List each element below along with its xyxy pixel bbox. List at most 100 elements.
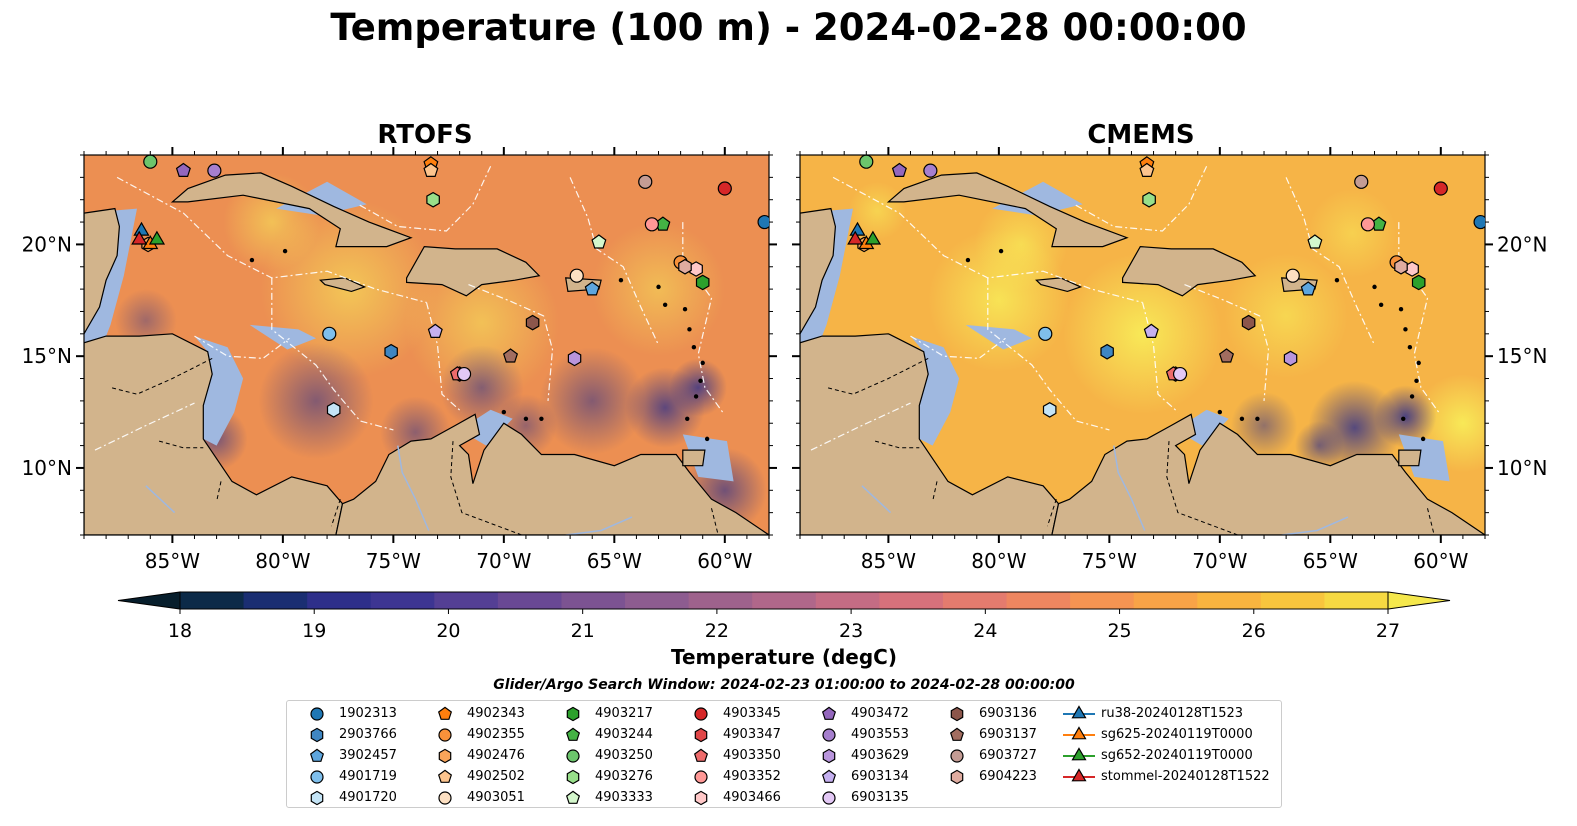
temperature-blob	[669, 358, 728, 417]
river	[861, 485, 892, 514]
x-tick-label: 70°W	[1192, 549, 1247, 573]
legend-marker	[565, 727, 581, 741]
legend-label: 3902457	[339, 748, 397, 763]
marker-6903134	[427, 323, 443, 338]
legend-marker-icon	[1063, 747, 1095, 761]
legend-marker	[950, 706, 964, 722]
legend-marker-icon	[566, 749, 580, 763]
island	[1407, 345, 1413, 350]
colorbar-segment	[1197, 592, 1262, 609]
country-border	[1047, 499, 1057, 527]
colorbar-tick-label: 25	[1107, 620, 1131, 642]
colorbar-extend-low	[117, 591, 181, 610]
marker-6903137	[1218, 348, 1235, 363]
island	[1398, 307, 1404, 312]
eez-boundary	[1184, 284, 1270, 401]
marker-6903135	[1172, 366, 1188, 382]
island	[282, 248, 288, 254]
x-tick-label: 75°W	[1082, 549, 1137, 573]
island	[249, 257, 255, 263]
legend-marker-icon	[822, 728, 836, 742]
legend-label: 4901719	[339, 769, 397, 784]
x-tick-label: 75°W	[366, 549, 421, 573]
legend-label: 4903352	[723, 769, 781, 784]
marker-4902502	[1139, 162, 1155, 177]
x-tick-label: 80°W	[971, 549, 1026, 573]
legend-marker-icon	[822, 791, 836, 805]
country-border	[216, 481, 222, 502]
shallow-shelf	[1398, 434, 1450, 482]
colorbar-segment	[879, 592, 944, 609]
marker-6903136	[1241, 314, 1256, 331]
eez-boundary	[94, 402, 195, 451]
marker-6903727	[638, 174, 653, 189]
colorbar-segment	[752, 592, 817, 609]
island	[698, 378, 703, 383]
legend-marker	[694, 727, 708, 743]
legend-label: 1902313	[339, 706, 397, 721]
colorbar-segment	[307, 592, 372, 609]
country-border	[826, 357, 929, 395]
temperature-blob	[539, 347, 646, 455]
river	[145, 485, 176, 514]
legend-label: 6903136	[979, 706, 1037, 721]
marker-3902457	[584, 281, 600, 296]
legend-marker	[438, 791, 452, 805]
marker-4902502	[423, 162, 439, 177]
land-southAm	[335, 413, 769, 535]
colorbar-segment	[1260, 592, 1325, 609]
colorbar-label: Temperature (degC)	[671, 645, 897, 669]
marker-stommel-20240128T1522	[131, 230, 148, 245]
legend-marker	[438, 748, 452, 764]
marker-4903333	[1307, 234, 1323, 249]
legend-marker	[310, 707, 324, 721]
x-tick-label: 65°W	[1303, 549, 1358, 573]
map-frame	[799, 154, 1486, 536]
country-border	[450, 441, 524, 535]
island	[1409, 394, 1415, 399]
colorbar-segment	[688, 592, 753, 609]
eez-boundary	[271, 277, 394, 431]
marker-sg652-20240119T0000	[148, 230, 166, 245]
legend-marker-icon	[310, 727, 324, 743]
legend-marker	[693, 748, 709, 762]
legend-marker-icon	[694, 707, 708, 721]
legend-marker-icon	[950, 706, 964, 722]
colorbar-segment	[180, 592, 245, 609]
island	[682, 307, 688, 312]
shallow-shelf	[965, 324, 1032, 350]
colorbar-segment	[1324, 592, 1389, 609]
colorbar-segment	[561, 592, 626, 609]
land-hispaniola	[406, 245, 541, 297]
island	[1414, 378, 1419, 383]
eez-boundary	[1285, 177, 1376, 346]
marker-2903766	[1100, 343, 1114, 360]
island	[691, 345, 697, 350]
marker-4903352	[644, 217, 659, 232]
legend-label: 4903629	[851, 748, 909, 763]
legend-marker-icon	[310, 770, 324, 784]
eez-boundary	[468, 284, 554, 401]
colorbar-segment	[370, 592, 435, 609]
island	[1403, 327, 1408, 332]
marker-4903553	[207, 163, 222, 178]
legend-marker-icon	[950, 749, 964, 763]
island	[539, 416, 544, 421]
figure-title: Temperature (100 m) - 2024-02-28 00:00:0…	[330, 6, 1247, 49]
legend-label: 4902355	[467, 727, 525, 742]
legend-label: stommel-20240128T1522	[1101, 769, 1270, 784]
island	[618, 277, 624, 283]
island	[1239, 416, 1245, 421]
legend-label: sg625-20240119T0000	[1101, 727, 1253, 742]
marker-4903345	[1433, 181, 1448, 196]
legend-label: 4903345	[723, 706, 781, 721]
colorbar-tick-label: 23	[839, 620, 863, 642]
legend-marker-icon	[310, 790, 324, 806]
markers-cmems	[847, 155, 1485, 418]
land-jamaica	[319, 277, 367, 293]
map-axes: 85°W 80°W 75°W 70°W 65°W 60°W 10°N 15°N 20°N 85°W…	[22, 147, 1547, 573]
colorbar-frame	[179, 591, 1389, 610]
country-border	[711, 508, 719, 535]
legend-marker-icon	[566, 706, 580, 722]
legend-marker	[309, 748, 325, 762]
